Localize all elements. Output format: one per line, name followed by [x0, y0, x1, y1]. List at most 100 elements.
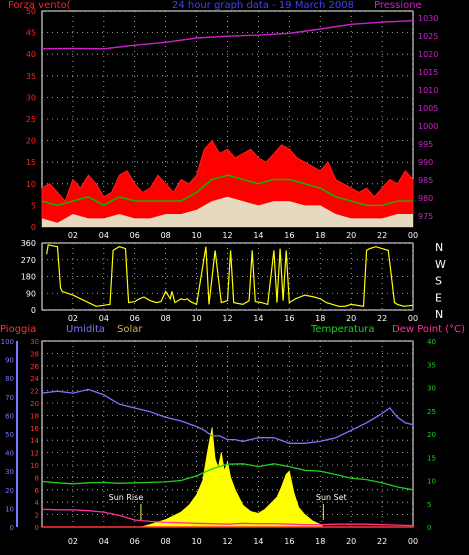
- x-tick-label: 18: [315, 537, 325, 546]
- humidity-tick-label: 10: [5, 505, 14, 513]
- temperature-tick-label: 20: [427, 431, 436, 439]
- sunrise-label: Sun Rise: [109, 493, 144, 502]
- rain-tick-label: 0: [35, 524, 39, 532]
- x-tick-label: 20: [346, 314, 356, 323]
- wind-tick-label: 30: [26, 93, 36, 102]
- rain-tick-label: 16: [30, 425, 39, 433]
- x-tick-label: 06: [130, 231, 140, 240]
- rain-tick-label: 18: [30, 412, 39, 420]
- rain-tick-label: 4: [35, 499, 40, 507]
- humidity-tick-label: 0: [10, 524, 14, 532]
- temperature-tick-label: 10: [427, 478, 436, 486]
- x-tick-label: 14: [253, 537, 263, 546]
- x-tick-label: 06: [130, 537, 140, 546]
- wind-tick-label: 5: [31, 201, 36, 210]
- x-tick-label: 02: [68, 231, 78, 240]
- wind-tick-label: 10: [26, 180, 36, 189]
- wind-average-line: [41, 174, 413, 207]
- rain-tick-label: 10: [30, 462, 39, 470]
- pressure-tick-label: 995: [418, 140, 433, 149]
- pressure-tick-label: 980: [418, 194, 433, 203]
- pressure-tick-label: 1020: [418, 50, 438, 59]
- x-tick-label: 02: [68, 537, 78, 546]
- temperature-tick-label: 5: [427, 501, 431, 509]
- x-tick-label: 00: [408, 537, 418, 546]
- temperature-label: Temperatura: [310, 324, 375, 335]
- pressure-tick-label: 1030: [418, 14, 438, 23]
- wind-tick-label: 35: [26, 72, 36, 81]
- humidity-tick-label: 70: [5, 394, 14, 402]
- temperature-tick-label: 25: [427, 408, 436, 416]
- x-tick-label: 14: [253, 231, 263, 240]
- wind-axis-label: Forza vento(: [8, 0, 71, 11]
- x-tick-label: 22: [377, 537, 387, 546]
- wind-tick-label: 20: [26, 137, 36, 146]
- humidity-tick-label: 30: [5, 468, 14, 476]
- x-tick-label: 00: [408, 314, 418, 323]
- direction-tick-label: 360: [21, 239, 36, 248]
- pressure-tick-label: 1000: [418, 122, 438, 131]
- rain-tick-label: 28: [30, 350, 39, 358]
- direction-tick-label: 270: [21, 256, 36, 265]
- rain-tick-label: 6: [35, 487, 40, 495]
- wind-tick-label: 45: [26, 29, 36, 38]
- x-tick-label: 12: [222, 231, 232, 240]
- humidity-tick-label: 50: [5, 431, 14, 439]
- compass-label: N: [435, 308, 443, 321]
- humidity-tick-label: 40: [5, 450, 14, 458]
- rain-tick-label: 22: [30, 388, 39, 396]
- pressure-tick-label: 975: [418, 212, 433, 221]
- rain-tick-label: 24: [30, 375, 39, 383]
- x-tick-label: 04: [99, 537, 109, 546]
- rain-label: Pioggia: [0, 324, 36, 335]
- x-tick-label: 18: [315, 314, 325, 323]
- temperature-tick-label: 35: [427, 361, 436, 369]
- rain-tick-label: 2: [35, 512, 39, 520]
- rain-tick-label: 12: [30, 450, 39, 458]
- x-tick-label: 22: [377, 314, 387, 323]
- x-tick-label: 10: [191, 537, 201, 546]
- temperature-tick-label: 15: [427, 454, 436, 462]
- x-tick-label: 16: [284, 231, 294, 240]
- rain-tick-label: 8: [35, 474, 39, 482]
- direction-tick-label: 90: [26, 289, 36, 298]
- temperature-line: [41, 463, 414, 491]
- pressure-axis-label: Pressione: [374, 0, 422, 11]
- humidity-tick-label: 20: [5, 487, 14, 495]
- wind-tick-label: 15: [26, 158, 36, 167]
- humidity-tick-label: 100: [1, 338, 14, 346]
- temperature-tick-label: 30: [427, 385, 436, 393]
- rain-tick-label: 20: [30, 400, 39, 408]
- pressure-line: [41, 20, 414, 50]
- wind-tick-label: 50: [26, 7, 36, 16]
- x-tick-label: 08: [161, 314, 171, 323]
- x-tick-label: 20: [346, 231, 356, 240]
- x-tick-label: 08: [161, 537, 171, 546]
- x-tick-label: 08: [161, 231, 171, 240]
- x-tick-label: 16: [284, 314, 294, 323]
- pressure-tick-label: 1010: [418, 86, 438, 95]
- x-tick-label: 20: [346, 537, 356, 546]
- pressure-tick-label: 1025: [418, 32, 438, 41]
- x-tick-label: 10: [191, 231, 201, 240]
- direction-tick-label: 0: [31, 306, 36, 315]
- dew-point-line: [41, 508, 414, 527]
- humidity-tick-label: 60: [5, 412, 14, 420]
- humidity-tick-label: 90: [5, 357, 14, 365]
- x-tick-label: 18: [315, 231, 325, 240]
- solar-area: [140, 427, 324, 528]
- compass-label: E: [435, 291, 442, 304]
- x-tick-label: 04: [99, 314, 109, 323]
- x-tick-label: 12: [222, 314, 232, 323]
- wind-minimum-area: [42, 196, 413, 227]
- chart-title: 24 hour graph data - 19 March 2008: [172, 0, 354, 11]
- dew-point-label: Dew Point (°C): [392, 324, 465, 335]
- wind-direction-line: [46, 244, 414, 307]
- x-tick-label: 10: [191, 314, 201, 323]
- temperature-tick-label: 0: [427, 524, 431, 532]
- humidity-line: [41, 388, 414, 444]
- temperature-tick-label: 40: [427, 338, 436, 346]
- solar-label: Solar: [117, 324, 143, 335]
- compass-label: W: [435, 258, 446, 271]
